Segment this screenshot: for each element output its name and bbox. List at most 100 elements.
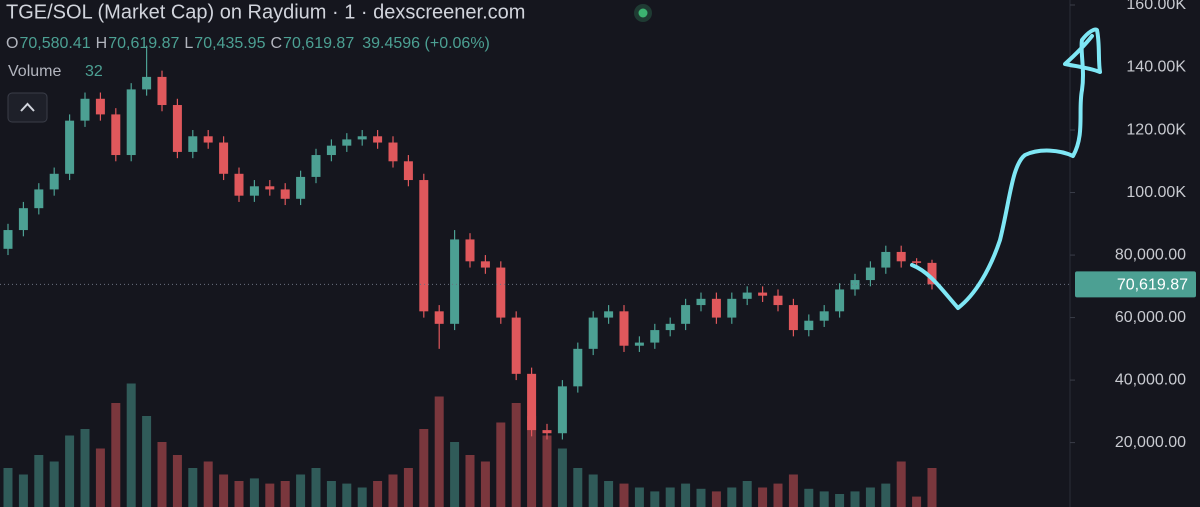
candle-body [588,317,598,349]
volume-bar [480,461,490,507]
candle-body [280,189,290,199]
candle-body [342,139,352,146]
candle-body [711,298,721,318]
candle-body [511,317,521,374]
ohlc-value: 70,580.41 [19,35,90,52]
volume-bar [342,483,352,507]
volume-bar [496,422,506,507]
volume-bar [403,468,413,507]
volume-layer [3,383,937,507]
last-price-box [1075,271,1196,298]
candle-body [126,89,136,156]
volume-bar [234,481,244,507]
candle-body [403,161,413,181]
ohlc-key: H [96,35,108,52]
candle-body [835,289,845,312]
volume-bar [95,448,105,507]
volume-bar [773,483,783,507]
volume-bar [450,442,460,507]
candle-body [912,261,922,263]
collapse-button[interactable] [7,92,48,123]
candle-body [311,155,321,177]
candle-body [727,298,737,318]
volume-value: 32 [85,63,103,80]
volume-bar [927,468,937,507]
volume-bar [681,483,691,507]
volume-bar [835,494,845,507]
hand-drawn-annotation [910,27,1102,310]
candle-body [665,323,675,331]
ohlc-value: 70,435.95 [194,35,265,52]
status-dot [638,8,648,18]
volume-bar [80,429,90,507]
collapse-icon [20,102,35,112]
volume-bar [819,491,829,507]
volume-bar [881,483,891,507]
candle-body [527,373,537,431]
volume-bar [126,383,136,507]
candle-body [296,176,306,199]
candle-body [249,186,259,196]
volume-bar [465,455,475,507]
volume-bar [665,487,675,507]
y-tick-label: 160.00K [1126,0,1186,13]
candle-body [634,342,644,346]
volume-bar [758,487,768,507]
candle-body [3,230,13,249]
volume-bar [573,468,583,507]
candle-body [111,114,121,156]
volume-bar [527,416,537,507]
candle-body [419,180,429,312]
candle-body [619,311,629,346]
volume-bar [696,488,706,507]
ohlc-key: L [184,35,193,52]
volume-label: Volume [8,63,61,80]
candle-body [896,251,906,262]
volume-bar [711,491,721,507]
y-tick-label: 140.00K [1126,59,1186,76]
volume-bar [896,461,906,507]
volume-bar [18,474,28,507]
candle-body [388,142,398,162]
candle-body [804,320,814,331]
volume-bar [157,442,167,507]
volume-bar [388,474,398,507]
ohlc-key: O [6,35,18,52]
candle-body [357,136,367,140]
candle-layer [3,45,937,440]
volume-bar [850,491,860,507]
y-tick-label: 60,000.00 [1115,309,1186,326]
y-tick-label: 120.00K [1126,121,1186,138]
candle-body [650,330,660,343]
candle-body [773,295,783,306]
volume-bar [604,481,614,507]
candle-body [80,98,90,121]
candle-body [480,261,490,268]
candle-body [219,142,229,174]
candle-body [188,136,198,152]
y-tick-label: 80,000.00 [1115,246,1186,263]
volume-bar [434,396,444,507]
candle-body [788,305,798,331]
ohlc-value: 70,619.87 [108,35,179,52]
y-tick-label: 100.00K [1126,184,1186,201]
candle-body [157,76,167,106]
change: 39.4596 (+0.06%) [362,35,490,52]
candle-body [18,208,28,231]
candle-body [265,186,275,190]
candle-body [465,239,475,262]
candle-body [758,292,768,296]
candle-body [604,311,614,318]
candle-body [850,280,860,290]
chart-title: TGE/SOL (Market Cap) on Raydium · 1 · de… [6,1,525,23]
volume-bar [542,435,552,507]
volume-bar [912,496,922,507]
volume-bar [357,487,367,507]
volume-bar [788,474,798,507]
volume-bar [619,483,629,507]
volume-bar [265,483,275,507]
volume-bar [188,468,198,507]
candle-body [95,98,105,115]
